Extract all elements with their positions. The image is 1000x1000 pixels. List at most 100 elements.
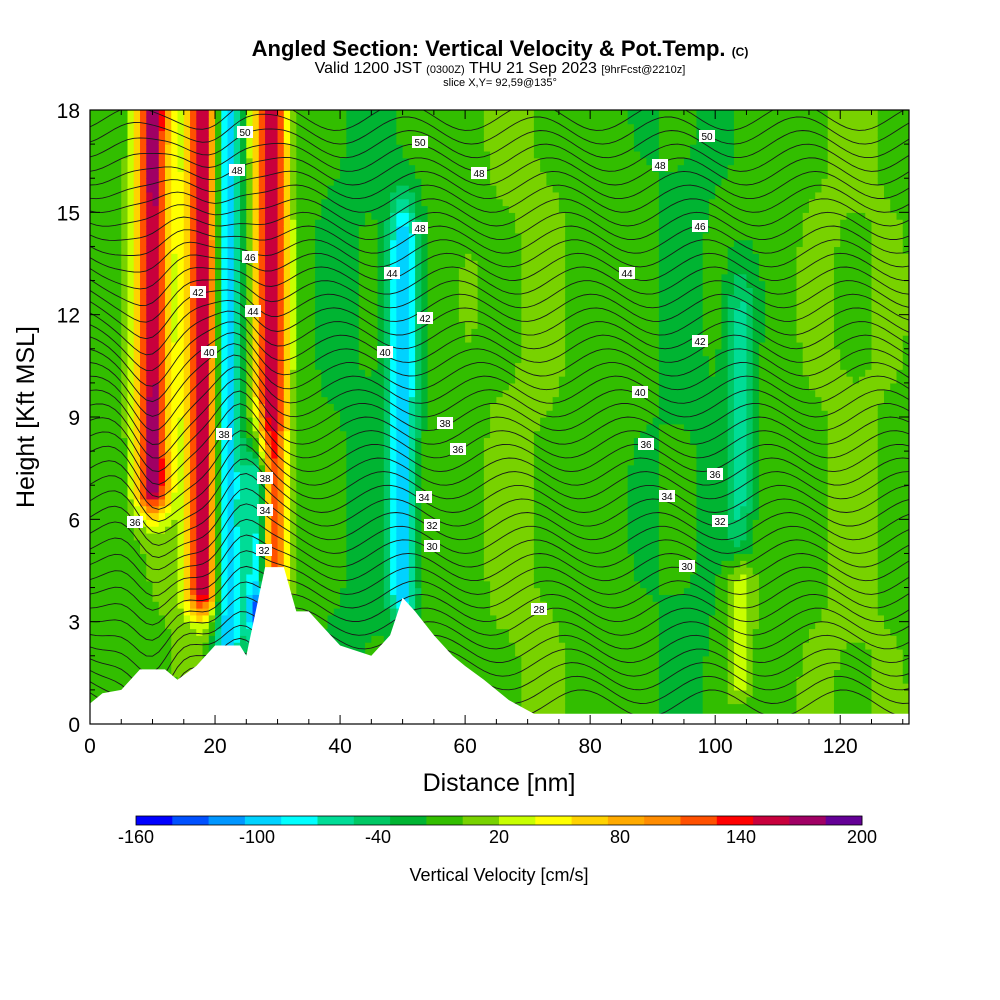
contour-label-text: 42 bbox=[694, 337, 706, 348]
theta-contour-line bbox=[90, 565, 909, 626]
x-tick-label: 60 bbox=[453, 735, 476, 758]
colorbar-swatch bbox=[390, 816, 427, 825]
contour-label-text: 46 bbox=[244, 253, 256, 264]
contour-label-text: 50 bbox=[239, 128, 251, 139]
x-axis-label: Distance [nm] bbox=[423, 769, 576, 797]
colorbar-tick-label: 140 bbox=[726, 827, 756, 847]
theta-contour-line bbox=[90, 266, 909, 306]
theta-contour-line bbox=[90, 198, 909, 227]
contour-label: 46 bbox=[692, 220, 708, 233]
colorbar-swatch bbox=[535, 816, 572, 825]
contour-label-text: 46 bbox=[694, 222, 706, 233]
contour-label: 48 bbox=[229, 164, 245, 177]
contour-label-text: 44 bbox=[247, 307, 259, 318]
theta-contour-line bbox=[90, 354, 909, 432]
colorbar-swatch bbox=[499, 816, 536, 825]
contour-label-text: 38 bbox=[218, 430, 230, 441]
contour-label: 42 bbox=[190, 286, 206, 299]
colorbar-swatch bbox=[680, 816, 718, 825]
contour-label: 40 bbox=[201, 346, 217, 359]
contour-label-text: 40 bbox=[634, 388, 646, 399]
title-text: Angled Section: Vertical Velocity & Pot.… bbox=[251, 36, 726, 61]
colorbar-swatch bbox=[353, 816, 391, 825]
colorbar-swatch bbox=[716, 816, 754, 825]
contour-label: 48 bbox=[412, 222, 428, 235]
y-tick-label: 9 bbox=[68, 407, 80, 430]
colorbar-swatch bbox=[136, 816, 173, 825]
colorbar-frame bbox=[135, 815, 863, 826]
contour-label-text: 42 bbox=[192, 288, 204, 299]
contour-label: 50 bbox=[237, 126, 253, 139]
contour-label-text: 34 bbox=[661, 492, 673, 503]
x-tick-label: 120 bbox=[823, 735, 858, 758]
theta-contour-line bbox=[90, 534, 909, 597]
theta-contour-line bbox=[90, 596, 909, 657]
colorbar-tick-label: 200 bbox=[847, 827, 877, 847]
velocity-field bbox=[90, 110, 909, 724]
y-tick-label: 6 bbox=[68, 509, 80, 532]
colorbar-tick-label: 80 bbox=[610, 827, 630, 847]
y-tick-label: 12 bbox=[57, 305, 80, 328]
colorbar-swatch bbox=[753, 816, 790, 825]
theta-contour-line bbox=[90, 637, 909, 708]
contour-label-text: 36 bbox=[452, 445, 464, 456]
subtitle-valid: Valid 1200 JST bbox=[314, 60, 422, 77]
contour-label-text: 36 bbox=[129, 518, 141, 529]
contour-label-text: 34 bbox=[259, 506, 271, 517]
contour-label-text: 36 bbox=[640, 440, 652, 451]
contour-label: 40 bbox=[377, 346, 393, 359]
contour-label: 44 bbox=[245, 305, 261, 318]
contour-label-text: 32 bbox=[258, 546, 270, 557]
colorbar-swatch bbox=[317, 816, 355, 825]
theta-contour-line bbox=[90, 310, 909, 371]
theta-contour-line bbox=[90, 550, 909, 611]
contour-label-text: 30 bbox=[426, 542, 438, 553]
contour-label: 50 bbox=[699, 130, 715, 143]
theta-contour-line bbox=[90, 332, 909, 403]
terrain bbox=[90, 567, 909, 724]
x-tick-label: 100 bbox=[698, 735, 733, 758]
x-axis: 0 20 40 60 80 100 120 bbox=[84, 110, 904, 758]
x-tick-label: 40 bbox=[328, 735, 351, 758]
colorbar-swatch bbox=[244, 816, 282, 825]
contour-label-text: 44 bbox=[386, 269, 398, 280]
contour-label: 34 bbox=[659, 490, 675, 503]
contour-label: 34 bbox=[257, 504, 273, 517]
theta-contour-line bbox=[90, 444, 909, 522]
theta-contour-line bbox=[90, 239, 909, 273]
theta-contour-line bbox=[90, 581, 909, 641]
y-axis-label: Height [Kft MSL] bbox=[12, 326, 40, 508]
contour-label-text: 40 bbox=[379, 348, 391, 359]
title-suffix: (C) bbox=[731, 45, 749, 59]
x-tick-label: 20 bbox=[203, 735, 226, 758]
contour-label-text: 42 bbox=[419, 314, 431, 325]
contour-label-text: 40 bbox=[203, 348, 215, 359]
contour-label: 42 bbox=[692, 335, 708, 348]
theta-contour-line bbox=[90, 170, 909, 200]
y-tick-label: 0 bbox=[68, 714, 80, 737]
theta-contour-line bbox=[90, 211, 909, 241]
colorbar-swatch bbox=[172, 816, 209, 825]
x-tick-label: 0 bbox=[84, 735, 96, 758]
theta-contour-line bbox=[90, 390, 909, 472]
theta-contour-line bbox=[90, 343, 909, 417]
contour-label-text: 34 bbox=[418, 493, 430, 504]
colorbar-swatch bbox=[281, 816, 318, 825]
theta-contour-line bbox=[90, 225, 909, 256]
contour-label: 32 bbox=[256, 544, 272, 557]
colorbar-swatch bbox=[825, 816, 863, 825]
contour-label-text: 48 bbox=[414, 224, 426, 235]
contour-label: 32 bbox=[712, 515, 728, 528]
colorbar-tick-label: -40 bbox=[365, 827, 391, 847]
theta-contour-line bbox=[90, 321, 909, 387]
colorbar-swatch bbox=[426, 816, 464, 825]
contour-label-text: 32 bbox=[426, 521, 438, 532]
theta-contour-line bbox=[90, 142, 909, 172]
y-tick-label: 3 bbox=[68, 612, 80, 635]
theta-contour-line bbox=[90, 503, 909, 571]
contour-label: 36 bbox=[127, 516, 143, 529]
contour-label-text: 50 bbox=[414, 138, 426, 149]
theta-contour-line bbox=[90, 518, 909, 583]
